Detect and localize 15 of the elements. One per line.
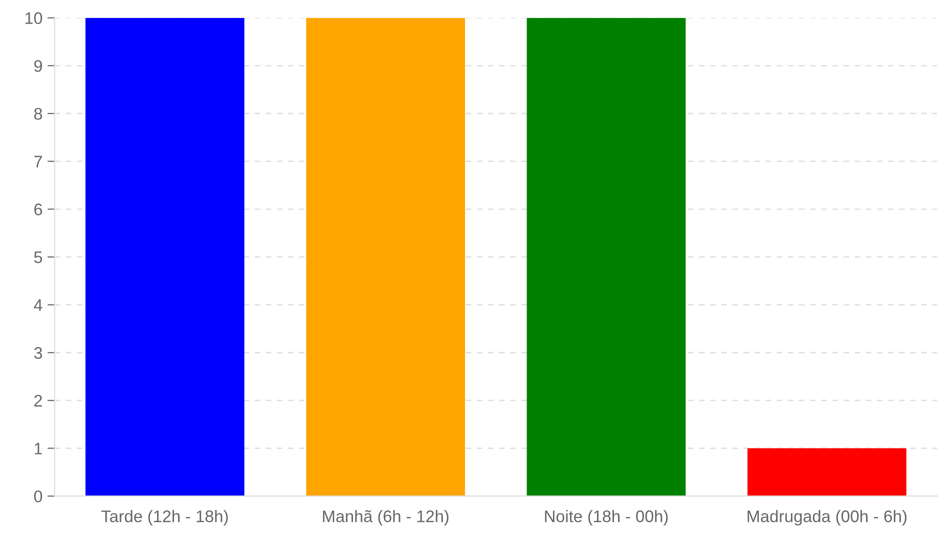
y-tick-label: 9	[34, 60, 42, 72]
x-tick-label: Madrugada (00h - 6h)	[748, 510, 906, 526]
y-tick-label: 2	[34, 394, 42, 406]
x-tick-label: Noite (18h - 00h)	[545, 510, 668, 526]
y-tick-label: 3	[34, 347, 42, 359]
y-tick-label: 4	[34, 299, 42, 311]
y-tick-label: 7	[34, 156, 42, 168]
y-tick-label: 10	[26, 12, 42, 24]
y-tick-label: 0	[34, 490, 42, 502]
x-tick-label: Tarde (12h - 18h)	[101, 510, 228, 526]
y-tick-label: 5	[34, 252, 42, 264]
y-tick-label: 6	[34, 204, 42, 216]
y-tick-label: 8	[34, 108, 42, 120]
y-tick-label: 1	[34, 442, 42, 454]
x-tick-label: Manhã (6h - 12h)	[323, 510, 448, 526]
